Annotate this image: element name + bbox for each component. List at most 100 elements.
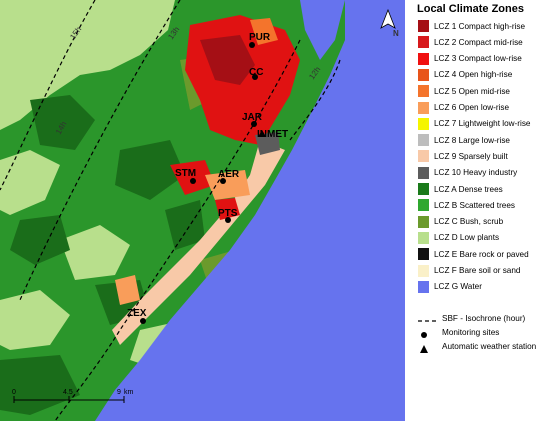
legend-swatch: [418, 248, 429, 261]
monitoring-site-marker: [251, 121, 257, 127]
north-label: N: [393, 29, 399, 38]
dense-trees-patch: [165, 200, 205, 250]
legend-swatch: [418, 52, 429, 65]
low-plants-area: [0, 0, 175, 130]
ocean: [95, 0, 411, 421]
isochrone-13h: [54, 39, 301, 421]
isochrone-12h: [289, 59, 341, 141]
scale-bar: 0 4.5 9 km: [12, 389, 134, 403]
monitoring-site-marker: [252, 74, 258, 80]
circle-dot-icon: [418, 327, 438, 338]
scale-unit: km: [124, 389, 134, 396]
legend-swatch: [418, 117, 429, 130]
legend-item-label: LCZ 6 Open low-rise: [434, 103, 510, 112]
legend-swatch: [418, 215, 429, 228]
legend-item-label: LCZ 7 Lightweight low-rise: [434, 119, 531, 129]
legend-item: LCZ A Dense trees: [418, 182, 503, 196]
dense-trees-patch: [115, 140, 185, 200]
legend-item: LCZ G Water: [418, 280, 482, 294]
monitoring-site-marker: [220, 178, 226, 184]
urban-highrise: [200, 35, 255, 85]
scale-tick: 4.5: [63, 389, 73, 396]
low-plants-area: [0, 290, 70, 350]
legend-item: LCZ D Low plants: [418, 231, 499, 245]
legend-monitoring: Monitoring sites: [418, 326, 499, 338]
legend-item-label: LCZ 10 Heavy industry: [434, 168, 518, 178]
legend-monitoring-label: Monitoring sites: [442, 327, 500, 337]
legend-item: LCZ 5 Open mid-rise: [418, 84, 510, 98]
legend-aws-label: Automatic weather station: [442, 341, 537, 351]
legend-item: LCZ 2 Compact mid-rise: [418, 35, 523, 49]
monitoring-site-marker: [249, 42, 255, 48]
legend-item-label: LCZ 9 Sparsely built: [434, 151, 508, 161]
site-label-aer: AER: [218, 169, 240, 180]
legend-item: LCZ 1 Compact high-rise: [418, 19, 525, 33]
legend-item: LCZ 6 Open low-rise: [418, 101, 509, 115]
site-label-zex: ZEX: [127, 308, 147, 319]
legend-swatch: [418, 280, 429, 293]
site-label-pts: PTS: [218, 208, 238, 219]
urban-open-lowrise: [115, 275, 140, 305]
legend-item-label: LCZ 3 Compact low-rise: [434, 54, 522, 64]
urban-patch: [215, 198, 240, 220]
low-plants-area: [60, 225, 130, 280]
legend-item: LCZ 7 Lightweight low-rise: [418, 117, 530, 131]
legend-item-label: LCZ E Bare rock or paved: [434, 249, 529, 259]
north-arrow: N: [380, 8, 399, 38]
legend-item: LCZ E Bare rock or paved: [418, 247, 529, 261]
legend-item: LCZ 10 Heavy industry: [418, 166, 517, 180]
legend-swatch: [418, 231, 429, 244]
legend-item: LCZ F Bare soil or sand: [418, 264, 520, 278]
legend-swatch: [418, 85, 429, 98]
legend-panel: Local Climate Zones LCZ 1 Compact high-r…: [414, 0, 550, 421]
scale-tick: 0: [12, 389, 16, 396]
legend-item-label: LCZ 1 Compact high-rise: [434, 21, 526, 31]
site-label-inmet: INMET: [257, 129, 288, 140]
map-canvas: 15h 14h 13h 12h N PUR CC JAR INMET STM A…: [0, 0, 411, 421]
monitoring-site-marker: [190, 178, 196, 184]
site-label-stm: STM: [175, 168, 196, 179]
lcz-map: 15h 14h 13h 12h N PUR CC JAR INMET STM A…: [0, 0, 411, 421]
estuary: [300, 0, 345, 60]
legend-swatch: [418, 166, 429, 179]
legend-item-label: LCZ 8 Large low-rise: [434, 135, 510, 145]
dense-trees-patch: [30, 95, 95, 150]
legend-isochrone: SBF - Isochrone (hour): [418, 312, 525, 324]
urban-open-lowrise: [205, 170, 250, 200]
legend-item-label: LCZ A Dense trees: [434, 184, 503, 194]
legend-swatch: [418, 150, 429, 163]
legend-item-label: LCZ G Water: [434, 282, 482, 292]
legend-item-label: LCZ C Bush, scrub: [434, 217, 504, 227]
legend-aws: Automatic weather station: [418, 340, 537, 353]
legend-item-label: LCZ 2 Compact mid-rise: [434, 37, 523, 47]
legend-item: LCZ 4 Open high-rise: [418, 68, 512, 82]
legend-item-label: LCZ 4 Open high-rise: [434, 70, 513, 80]
isochrone-14h: [19, 0, 181, 301]
legend-item: LCZ 8 Large low-rise: [418, 133, 510, 147]
isochrone-15h: [0, 0, 96, 191]
legend-item-label: LCZ F Bare soil or sand: [434, 266, 521, 275]
legend-item: LCZ 3 Compact low-rise: [418, 52, 522, 66]
legend-title: Local Climate Zones: [417, 3, 524, 15]
site-label-cc: CC: [249, 67, 263, 78]
legend-item: LCZ 9 Sparsely built: [418, 149, 508, 163]
industry-patch: [255, 132, 280, 155]
legend-swatch: [418, 68, 429, 81]
legend-swatch: [418, 134, 429, 147]
site-label-pur: PUR: [249, 32, 271, 43]
monitoring-site-marker: [225, 217, 231, 223]
map-frame-edge: [405, 0, 411, 421]
legend-swatch: [418, 36, 429, 49]
legend-swatch: [418, 101, 429, 114]
legend-swatch: [418, 20, 429, 32]
low-plants-area: [0, 150, 60, 215]
monitoring-site-marker: [140, 318, 146, 324]
site-label-jar: JAR: [242, 112, 263, 123]
dashed-line-icon: [418, 313, 438, 323]
triangle-icon: [418, 341, 438, 353]
legend-swatch: [418, 264, 429, 277]
urban-patch: [170, 160, 215, 195]
scale-tick: 9: [117, 389, 121, 396]
weather-station-marker: [258, 130, 266, 137]
legend-swatch: [418, 183, 429, 195]
